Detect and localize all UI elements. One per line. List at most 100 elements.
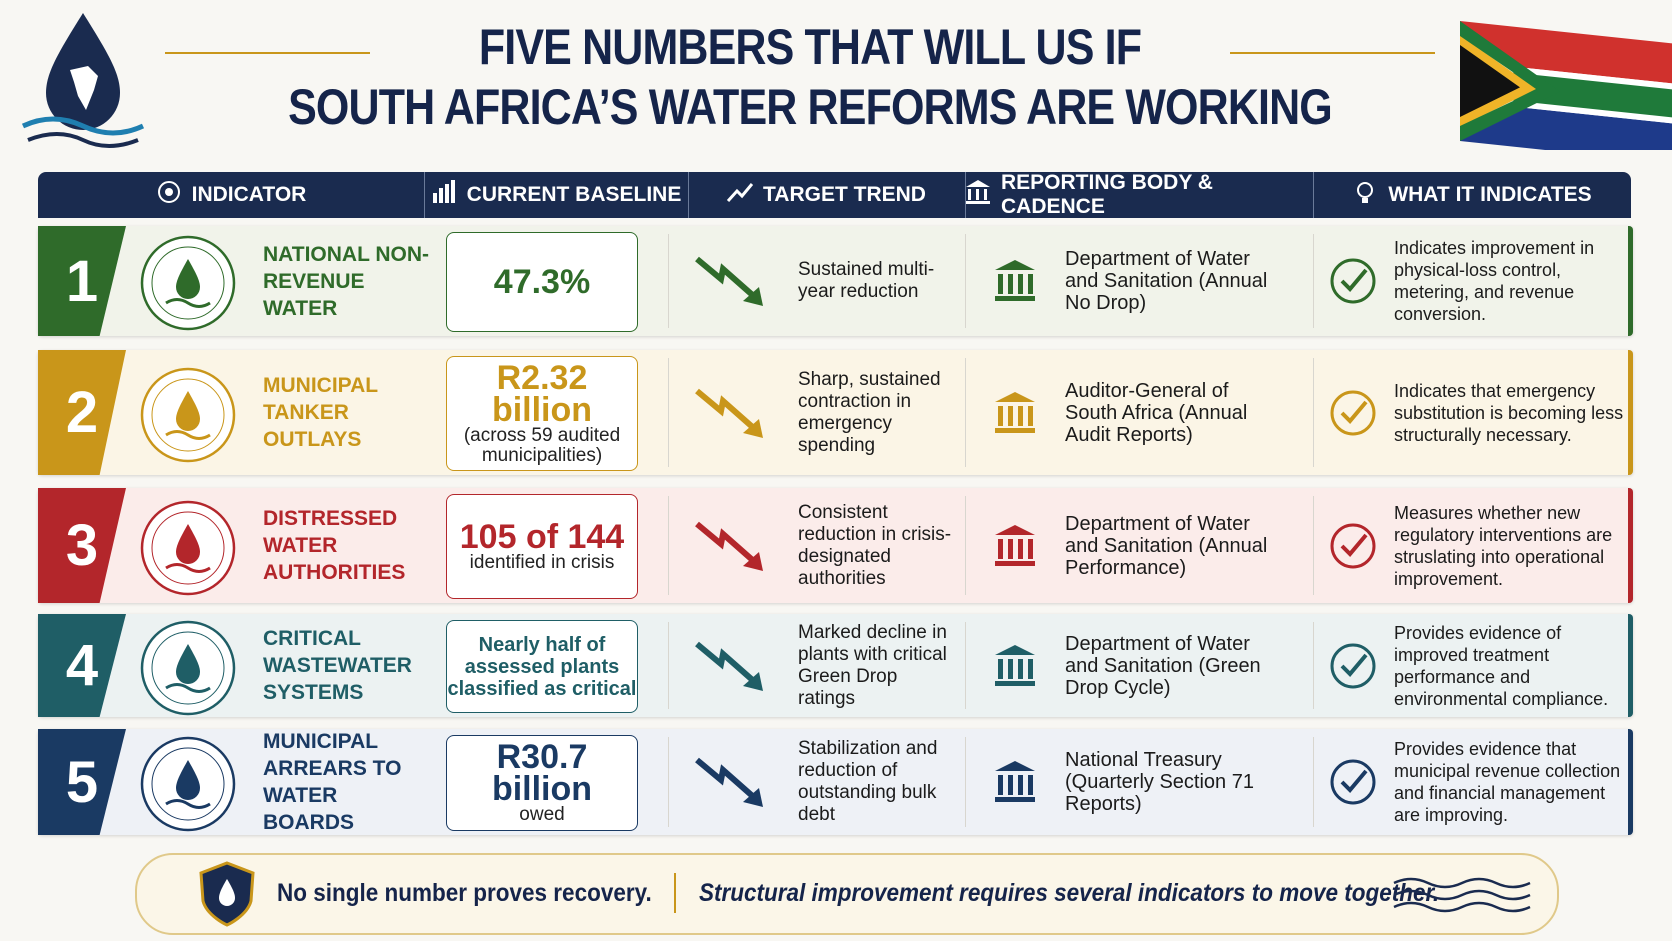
indicator-name: NATIONAL NON-REVENUE WATER bbox=[263, 242, 430, 320]
row-number: 3 bbox=[38, 488, 126, 603]
what-it-indicates: Indicates improvement in physical-loss c… bbox=[1394, 238, 1595, 324]
row-number: 4 bbox=[38, 614, 126, 717]
target-trend: Sharp, sustained contraction in emergenc… bbox=[798, 368, 941, 456]
column-separator bbox=[668, 622, 669, 709]
baseline-value: Nearly half of assessed plants classifie… bbox=[447, 633, 637, 700]
target-trend: Consistent reduction in crisis-designate… bbox=[798, 501, 952, 589]
check-icon-svg bbox=[1330, 523, 1376, 568]
trend-arrow bbox=[693, 383, 773, 448]
header-separator bbox=[688, 172, 689, 218]
divider bbox=[674, 873, 676, 913]
what-it-indicates: Measures whether new regulatory interven… bbox=[1394, 502, 1613, 589]
indicator-name: MUNICIPAL TANKER OUTLAYS bbox=[263, 374, 378, 451]
indicator-icon-svg bbox=[140, 620, 236, 715]
logo bbox=[21, 13, 145, 148]
footer-left: No single number proves recovery. bbox=[277, 879, 652, 907]
baseline-note: (across 59 audited municipalities) bbox=[463, 424, 621, 466]
reporting-body: Department of Water and Sanitation (Gree… bbox=[1065, 632, 1261, 699]
bank-icon bbox=[993, 258, 1039, 309]
column-separator bbox=[1313, 234, 1314, 328]
what-it-indicates: Provides evidence that municipal revenue… bbox=[1394, 739, 1621, 825]
check-icon-svg bbox=[1330, 759, 1376, 805]
row-number: 5 bbox=[38, 729, 126, 835]
header-icon bbox=[431, 179, 457, 211]
rule bbox=[1230, 52, 1435, 54]
baseline-note: owed bbox=[519, 804, 565, 825]
indicator-icon bbox=[138, 365, 238, 470]
header-separator bbox=[1313, 172, 1314, 218]
indicator-icon bbox=[138, 618, 238, 723]
row-number: 1 bbox=[38, 226, 126, 336]
title: SOUTH AFRICA’S WATER REFORMS ARE WORKING bbox=[288, 79, 1333, 135]
waves bbox=[1393, 877, 1531, 913]
target-trend: Stabilization and reduction of outstandi… bbox=[798, 738, 938, 825]
trend-arrow bbox=[693, 516, 773, 581]
shield-icon bbox=[199, 861, 255, 927]
table-header: INDICATOR CURRENT BASELINE TARGET TREND REP… bbox=[38, 171, 1631, 218]
baseline-box: 105 of 144 identified in crisis bbox=[446, 494, 638, 599]
bank-icon bbox=[993, 759, 1039, 810]
indicator-icon bbox=[138, 233, 238, 338]
column-header: REPORTING BODY & CADENCE bbox=[965, 171, 1313, 218]
bank-icon bbox=[993, 523, 1039, 574]
trend-arrow-svg bbox=[695, 388, 763, 438]
column-header: INDICATOR bbox=[38, 172, 424, 218]
column-separator bbox=[965, 737, 966, 827]
bank-icon-svg bbox=[995, 260, 1035, 301]
baseline-value: R2.32 billion bbox=[491, 358, 593, 429]
reporting-body: National Treasury (Quarterly Section 71 … bbox=[1065, 749, 1254, 815]
what-it-indicates: Provides evidence of improved treatment … bbox=[1394, 622, 1609, 709]
header-label: REPORTING BODY & CADENCE bbox=[1001, 171, 1213, 218]
column-header: CURRENT BASELINE bbox=[424, 172, 688, 218]
what-it-indicates: Indicates that emergency substitution is… bbox=[1394, 380, 1624, 445]
baseline-box: 47.3% bbox=[446, 232, 638, 332]
indicator-icon-svg bbox=[140, 736, 236, 832]
trend-arrow-svg bbox=[695, 521, 763, 571]
baseline-box: R30.7 billion owed bbox=[446, 735, 638, 831]
check-icon bbox=[1328, 521, 1378, 576]
indicator-icon bbox=[138, 734, 238, 839]
baseline-value: 105 of 144 bbox=[459, 517, 625, 556]
indicator-icon-svg bbox=[140, 367, 236, 462]
header-label: WHAT IT INDICATES bbox=[1388, 183, 1592, 206]
target-trend: Marked decline in plants with critical G… bbox=[798, 621, 947, 709]
target-trend: Sustained multi-year reduction bbox=[798, 259, 935, 302]
table-row: 2 MUNICIPAL TANKER OUTLAYS R2.32 billion (a… bbox=[38, 350, 1633, 475]
header-icon bbox=[1352, 179, 1378, 211]
header-label: INDICATOR bbox=[191, 183, 307, 206]
bank-icon-svg bbox=[995, 524, 1035, 566]
header-icon bbox=[156, 179, 182, 211]
column-separator bbox=[965, 234, 966, 328]
indicator-name: CRITICAL WASTEWATER SYSTEMS bbox=[263, 627, 412, 704]
column-separator bbox=[668, 234, 669, 328]
trend-arrow bbox=[693, 636, 773, 701]
column-separator bbox=[965, 496, 966, 595]
table-row: 3 DISTRESSED WATER AUTHORITIES 105 of 144 i… bbox=[38, 488, 1633, 603]
indicator-icon-svg bbox=[140, 235, 236, 331]
header-icon bbox=[726, 179, 754, 211]
check-icon-svg bbox=[1330, 258, 1376, 304]
reporting-body: Department of Water and Sanitation (Annu… bbox=[1065, 512, 1268, 579]
baseline-value: R30.7 billion bbox=[491, 738, 593, 808]
flag bbox=[1460, 21, 1672, 150]
column-separator bbox=[668, 737, 669, 827]
column-header: WHAT IT INDICATES bbox=[1313, 172, 1631, 218]
footer-right: Structural improvement requires several … bbox=[699, 879, 1440, 907]
footer: No single number proves recovery. Struct… bbox=[135, 853, 1559, 935]
header-separator bbox=[965, 172, 966, 218]
rule bbox=[165, 52, 370, 54]
column-separator bbox=[1313, 496, 1314, 595]
check-icon bbox=[1328, 757, 1378, 812]
column-separator bbox=[1313, 737, 1314, 827]
reporting-body: Auditor-General of South Africa (Annual … bbox=[1065, 379, 1248, 446]
check-icon-svg bbox=[1330, 643, 1376, 688]
check-icon bbox=[1328, 388, 1378, 443]
header-separator bbox=[424, 172, 425, 218]
column-separator bbox=[668, 358, 669, 467]
check-icon bbox=[1328, 256, 1378, 311]
column-separator bbox=[668, 496, 669, 595]
baseline-note: identified in crisis bbox=[469, 551, 615, 573]
trend-arrow-svg bbox=[695, 256, 763, 306]
trend-arrow bbox=[693, 752, 773, 817]
